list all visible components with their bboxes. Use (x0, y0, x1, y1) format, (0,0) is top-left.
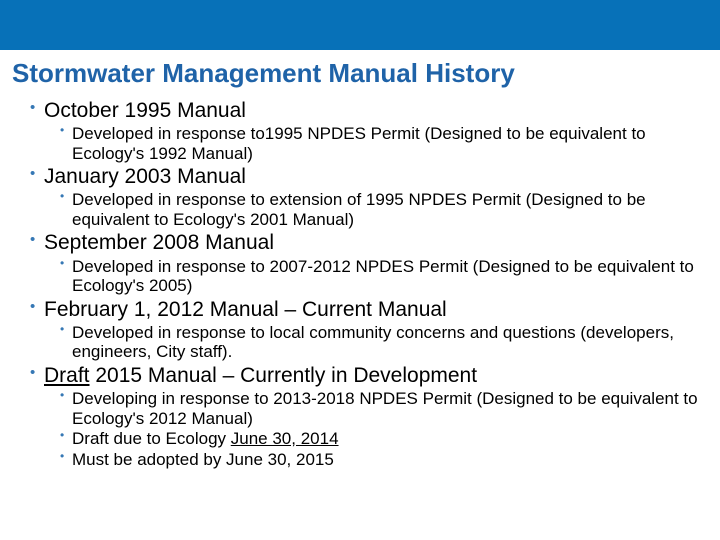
bullet-icon: • (60, 450, 72, 464)
bullet-icon: • (60, 124, 72, 138)
page-title: Stormwater Management Manual History (0, 50, 720, 93)
l2-text: Developed in response to1995 NPDES Permi… (72, 124, 708, 163)
bullet-icon: • (30, 231, 44, 248)
bullet-icon: • (60, 389, 72, 403)
list-item-l2: •Draft due to Ecology June 30, 2014 (12, 429, 708, 449)
l1-text: Draft 2015 Manual – Currently in Develop… (44, 364, 477, 388)
bullet-icon: • (30, 364, 44, 381)
bullet-icon: • (60, 323, 72, 337)
list-item-l2: •Developed in response to local communit… (12, 323, 708, 362)
l1-text: October 1995 Manual (44, 99, 246, 123)
bullet-icon: • (30, 298, 44, 315)
list-item-l2: •Developed in response to1995 NPDES Perm… (12, 124, 708, 163)
l2-text: Developed in response to 2007-2012 NPDES… (72, 257, 708, 296)
top-bar (0, 0, 720, 50)
l2-text: Draft due to Ecology June 30, 2014 (72, 429, 339, 449)
l2-text: Must be adopted by June 30, 2015 (72, 450, 334, 470)
l2-text: Developed in response to local community… (72, 323, 708, 362)
list-item-l1: •September 2008 Manual (12, 231, 708, 255)
bullet-icon: • (60, 190, 72, 204)
bullet-icon: • (30, 165, 44, 182)
bullet-icon: • (30, 99, 44, 116)
content-area: •October 1995 Manual•Developed in respon… (0, 93, 720, 469)
l2-text: Developed in response to extension of 19… (72, 190, 708, 229)
l2-text: Developing in response to 2013-2018 NPDE… (72, 389, 708, 428)
l1-text: February 1, 2012 Manual – Current Manual (44, 298, 447, 322)
l1-text: January 2003 Manual (44, 165, 246, 189)
list-item-l2: •Developed in response to 2007-2012 NPDE… (12, 257, 708, 296)
list-item-l2: •Must be adopted by June 30, 2015 (12, 450, 708, 470)
list-item-l1: •February 1, 2012 Manual – Current Manua… (12, 298, 708, 322)
list-item-l2: •Developed in response to extension of 1… (12, 190, 708, 229)
list-item-l2: •Developing in response to 2013-2018 NPD… (12, 389, 708, 428)
bullet-icon: • (60, 429, 72, 443)
list-item-l1: •October 1995 Manual (12, 99, 708, 123)
l1-text: September 2008 Manual (44, 231, 274, 255)
bullet-icon: • (60, 257, 72, 271)
list-item-l1: •January 2003 Manual (12, 165, 708, 189)
list-item-l1: •Draft 2015 Manual – Currently in Develo… (12, 364, 708, 388)
